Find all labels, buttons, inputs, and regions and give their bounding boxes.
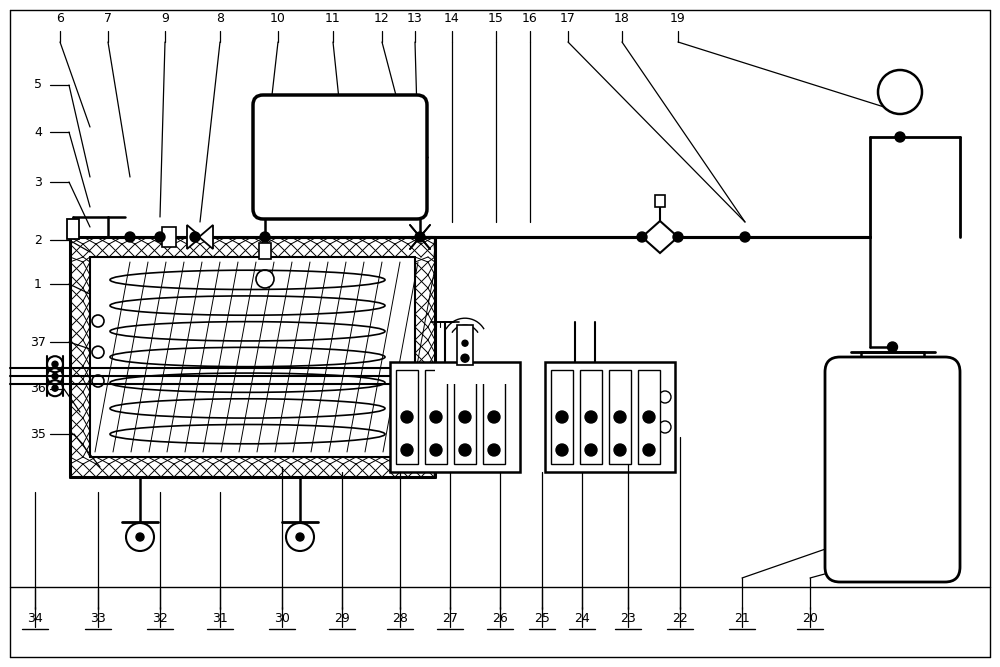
Circle shape bbox=[673, 232, 683, 242]
Circle shape bbox=[52, 374, 58, 380]
Circle shape bbox=[637, 232, 647, 242]
Text: 18: 18 bbox=[614, 13, 630, 25]
Bar bbox=[396, 370, 418, 464]
Text: 35: 35 bbox=[30, 428, 46, 440]
Text: 28: 28 bbox=[392, 612, 408, 626]
Text: 11: 11 bbox=[325, 13, 341, 25]
Circle shape bbox=[614, 444, 626, 456]
Bar bbox=[638, 370, 660, 464]
Circle shape bbox=[401, 444, 413, 456]
Circle shape bbox=[401, 411, 413, 423]
Circle shape bbox=[461, 354, 469, 362]
Circle shape bbox=[740, 232, 750, 242]
Text: 33: 33 bbox=[90, 612, 106, 626]
Circle shape bbox=[462, 340, 468, 346]
Bar bbox=[435, 368, 511, 384]
Circle shape bbox=[430, 411, 442, 423]
Text: 1: 1 bbox=[34, 277, 42, 291]
Text: 5: 5 bbox=[34, 79, 42, 91]
Circle shape bbox=[556, 444, 568, 456]
Text: 17: 17 bbox=[560, 13, 576, 25]
Bar bbox=[655, 195, 665, 207]
Text: 10: 10 bbox=[270, 13, 286, 25]
Bar bbox=[609, 370, 631, 464]
Circle shape bbox=[155, 232, 165, 242]
Circle shape bbox=[286, 523, 314, 551]
FancyBboxPatch shape bbox=[825, 357, 960, 582]
Text: 31: 31 bbox=[212, 612, 228, 626]
Text: 24: 24 bbox=[574, 612, 590, 626]
Bar bbox=[545, 362, 675, 472]
Text: 21: 21 bbox=[734, 612, 750, 626]
Polygon shape bbox=[642, 221, 678, 253]
Circle shape bbox=[52, 362, 58, 368]
Text: 37: 37 bbox=[30, 336, 46, 348]
Circle shape bbox=[296, 533, 304, 541]
Text: 3: 3 bbox=[34, 175, 42, 189]
Text: 34: 34 bbox=[27, 612, 43, 626]
Text: 14: 14 bbox=[444, 13, 460, 25]
Text: 27: 27 bbox=[442, 612, 458, 626]
Bar bbox=[483, 370, 505, 464]
Text: 36: 36 bbox=[30, 382, 46, 396]
Bar bbox=[162, 227, 176, 247]
Circle shape bbox=[190, 232, 200, 242]
Text: 26: 26 bbox=[492, 612, 508, 626]
Text: 7: 7 bbox=[104, 13, 112, 25]
Circle shape bbox=[895, 132, 905, 142]
FancyBboxPatch shape bbox=[253, 95, 427, 219]
Bar bbox=[454, 370, 476, 464]
Polygon shape bbox=[199, 225, 213, 249]
Text: 25: 25 bbox=[534, 612, 550, 626]
Circle shape bbox=[136, 533, 144, 541]
Text: 23: 23 bbox=[620, 612, 636, 626]
Bar bbox=[390, 362, 520, 472]
Circle shape bbox=[585, 444, 597, 456]
Text: 15: 15 bbox=[488, 13, 504, 25]
Circle shape bbox=[125, 232, 135, 242]
Text: 8: 8 bbox=[216, 13, 224, 25]
Polygon shape bbox=[187, 225, 201, 249]
Circle shape bbox=[52, 386, 58, 392]
Circle shape bbox=[556, 411, 568, 423]
Circle shape bbox=[256, 270, 274, 288]
Text: 32: 32 bbox=[152, 612, 168, 626]
Circle shape bbox=[888, 342, 898, 352]
Circle shape bbox=[878, 70, 922, 114]
Text: 2: 2 bbox=[34, 233, 42, 247]
Text: 29: 29 bbox=[334, 612, 350, 626]
Text: 19: 19 bbox=[670, 13, 686, 25]
Bar bbox=[580, 370, 602, 464]
Text: 4: 4 bbox=[34, 125, 42, 139]
Text: 20: 20 bbox=[802, 612, 818, 626]
Text: 30: 30 bbox=[274, 612, 290, 626]
Text: 22: 22 bbox=[672, 612, 688, 626]
Text: 16: 16 bbox=[522, 13, 538, 25]
Bar bbox=[425, 370, 447, 464]
Circle shape bbox=[643, 411, 655, 423]
Circle shape bbox=[126, 523, 154, 551]
Bar bbox=[457, 325, 473, 366]
Circle shape bbox=[585, 411, 597, 423]
Text: 12: 12 bbox=[374, 13, 390, 25]
Circle shape bbox=[260, 232, 270, 242]
Bar bbox=[551, 370, 573, 464]
Bar bbox=[259, 243, 271, 259]
Circle shape bbox=[488, 411, 500, 423]
Circle shape bbox=[614, 411, 626, 423]
Text: 9: 9 bbox=[161, 13, 169, 25]
Circle shape bbox=[459, 411, 471, 423]
Circle shape bbox=[643, 444, 655, 456]
Circle shape bbox=[430, 444, 442, 456]
Text: 6: 6 bbox=[56, 13, 64, 25]
Circle shape bbox=[488, 444, 500, 456]
Text: 13: 13 bbox=[407, 13, 423, 25]
Circle shape bbox=[459, 444, 471, 456]
Circle shape bbox=[415, 232, 425, 242]
Bar bbox=[67, 219, 79, 239]
